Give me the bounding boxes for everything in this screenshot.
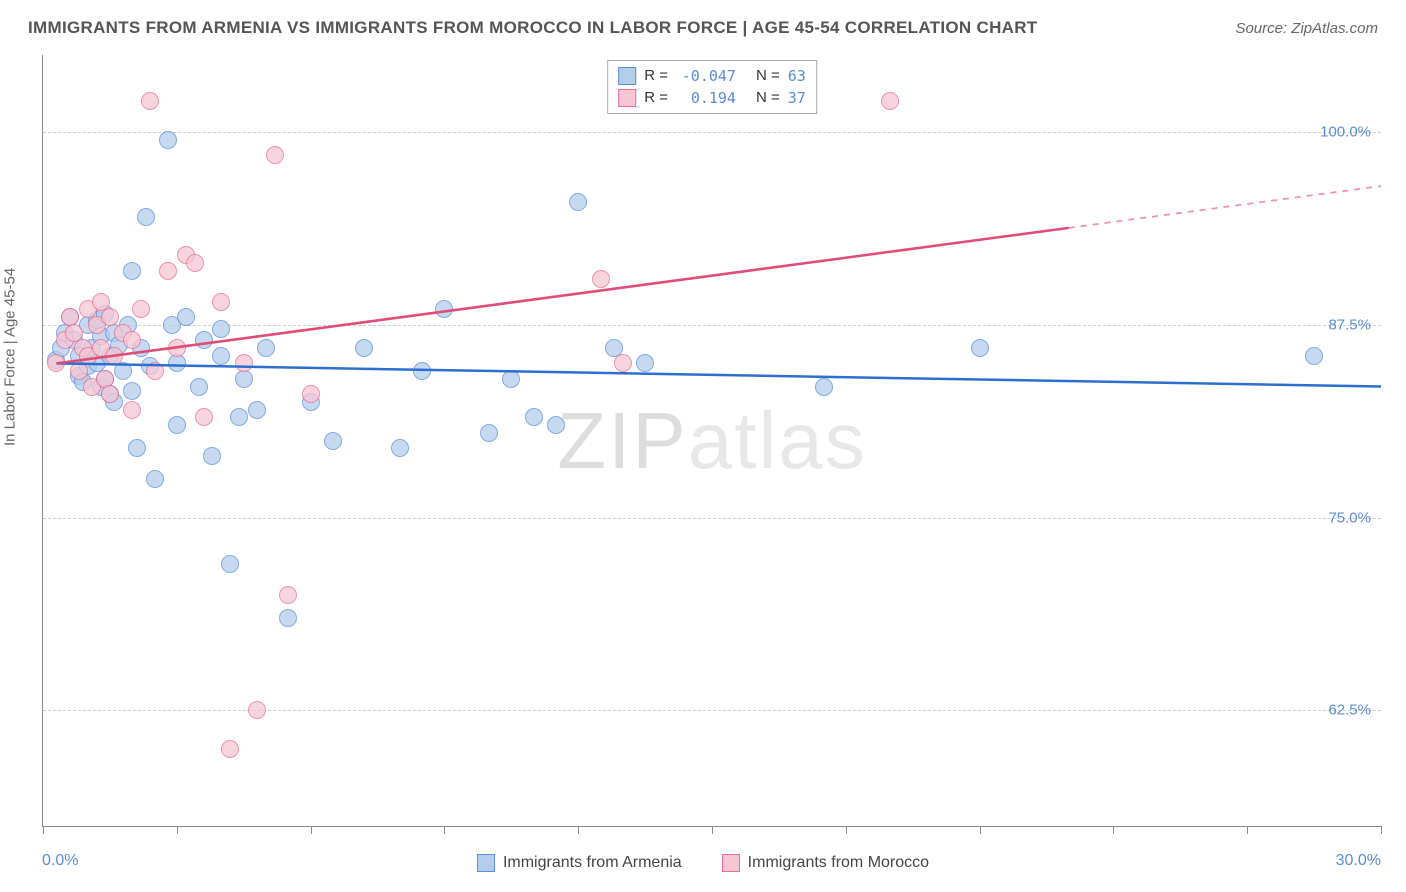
x-tick <box>177 826 178 834</box>
legend-n-label: N = <box>756 87 780 109</box>
source-attribution: Source: ZipAtlas.com <box>1235 20 1378 37</box>
legend-label: Immigrants from Armenia <box>503 854 682 872</box>
legend-swatch <box>618 89 636 107</box>
legend-swatch <box>477 854 495 872</box>
legend-item: Immigrants from Morocco <box>722 854 929 872</box>
x-tick <box>1381 826 1382 834</box>
x-tick <box>444 826 445 834</box>
legend-row: R = -0.047 N = 63 <box>618 65 806 87</box>
legend-n-value: 37 <box>788 87 806 109</box>
y-axis-title: In Labor Force | Age 45-54 <box>2 268 19 446</box>
chart-title: IMMIGRANTS FROM ARMENIA VS IMMIGRANTS FR… <box>28 18 1038 38</box>
x-tick <box>1247 826 1248 834</box>
x-tick <box>1113 826 1114 834</box>
trend-lines-layer <box>43 55 1381 826</box>
x-axis-max-label: 30.0% <box>1336 852 1381 870</box>
trend-line-extrapolated <box>1069 186 1381 228</box>
trend-line <box>56 363 1381 386</box>
x-tick <box>980 826 981 834</box>
x-tick <box>846 826 847 834</box>
legend-n-label: N = <box>756 65 780 87</box>
legend-r-label: R = <box>644 87 668 109</box>
legend-item: Immigrants from Armenia <box>477 854 682 872</box>
trend-line <box>56 228 1068 364</box>
x-tick <box>43 826 44 834</box>
chart-plot-area: ZIPatlas R =-0.047N =63R = 0.194N =37 62… <box>42 55 1381 827</box>
legend-row: R = 0.194 N = 37 <box>618 87 806 109</box>
x-tick <box>311 826 312 834</box>
legend-r-label: R = <box>644 65 668 87</box>
legend-swatch <box>618 67 636 85</box>
x-tick <box>578 826 579 834</box>
legend-n-value: 63 <box>788 65 806 87</box>
legend-label: Immigrants from Morocco <box>748 854 929 872</box>
x-tick <box>712 826 713 834</box>
x-axis-min-label: 0.0% <box>42 852 78 870</box>
chart-header: IMMIGRANTS FROM ARMENIA VS IMMIGRANTS FR… <box>28 18 1378 38</box>
series-legend: Immigrants from Armenia Immigrants from M… <box>477 854 929 872</box>
legend-r-value: 0.194 <box>676 87 736 109</box>
correlation-legend: R = -0.047 N = 63 R = 0.194 N = 37 <box>607 60 817 114</box>
legend-swatch <box>722 854 740 872</box>
legend-r-value: -0.047 <box>676 65 736 87</box>
